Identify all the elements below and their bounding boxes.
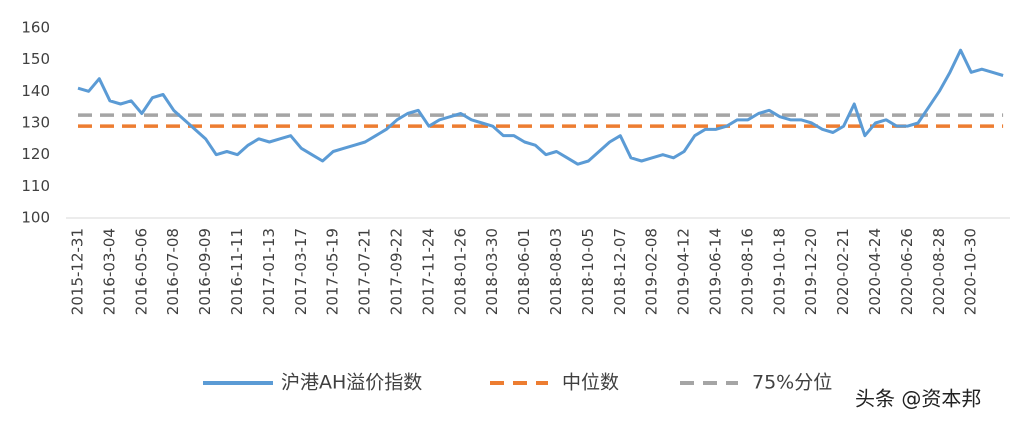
legend-label: 中位数 [562,372,619,394]
x-tick-label: 2019-08-16 [738,228,756,315]
legend-label: 沪港AH溢价指数 [281,372,422,394]
x-tick-label: 2018-10-05 [579,228,597,315]
x-tick-label: 2017-01-13 [260,228,278,315]
x-tick-label: 2019-12-20 [802,228,820,315]
x-tick-label: 2018-06-01 [515,228,533,315]
y-tick-label: 160 [21,19,50,37]
x-tick-label: 2016-09-09 [196,228,214,315]
x-tick-label: 2018-08-03 [547,228,565,315]
x-tick-label: 2020-02-21 [834,228,852,315]
x-tick-label: 2017-05-19 [324,228,342,315]
x-tick-label: 2016-05-06 [132,228,150,315]
y-tick-label: 120 [21,145,50,163]
x-tick-label: 2020-06-26 [898,228,916,315]
x-tick-label: 2017-03-17 [292,228,310,315]
legend-label: 75%分位 [752,372,832,394]
x-tick-label: 2016-03-04 [100,228,118,315]
x-tick-label: 2018-01-26 [451,228,469,315]
x-tick-label: 2019-10-18 [770,228,788,315]
y-tick-label: 130 [21,114,50,132]
x-tick-label: 2018-12-07 [611,228,629,315]
x-tick-label: 2016-11-11 [228,228,246,315]
x-tick-label: 2019-02-08 [643,228,661,315]
y-tick-label: 140 [21,82,50,100]
x-tick-label: 2016-07-08 [164,228,182,315]
x-tick-label: 2015-12-31 [69,228,87,315]
x-tick-label: 2020-04-24 [866,228,884,315]
y-tick-label: 150 [21,50,50,68]
watermark: 头条 @资本邦 [855,387,981,411]
line-series [77,48,1004,166]
y-tick-label: 110 [21,177,50,195]
x-tick-label: 2020-10-30 [962,228,980,315]
x-tick-label: 2020-08-28 [930,228,948,315]
x-tick-label: 2017-11-24 [419,228,437,315]
y-tick-label: 100 [21,209,50,227]
x-tick-label: 2017-07-21 [356,228,374,315]
x-tick-label: 2018-03-30 [483,228,501,315]
x-tick-label: 2019-06-14 [707,228,725,315]
x-tick-label: 2017-09-22 [388,228,406,315]
x-tick-label: 2019-04-12 [675,228,693,315]
